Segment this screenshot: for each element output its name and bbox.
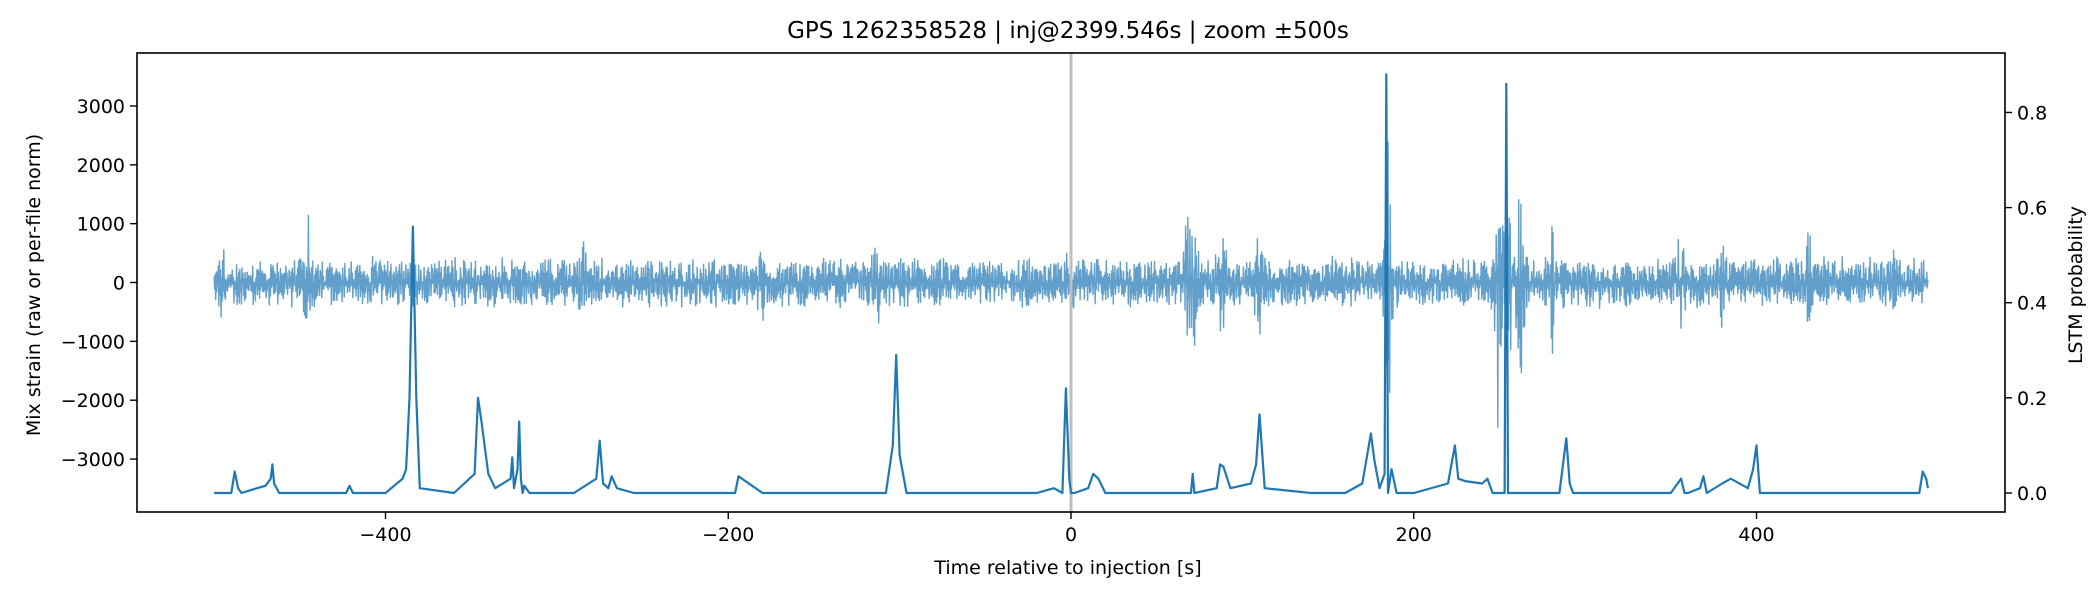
x-tick-label: −400 <box>359 524 411 546</box>
left-y-axis-label: Mix strain (raw or per-file norm) <box>23 134 45 436</box>
left-y-axis: −3000 −2000 −1000 0 1000 2000 3000 <box>61 96 137 471</box>
right-y-tick-label: 0.6 <box>2017 198 2047 220</box>
right-y-tick-label: 0.0 <box>2017 483 2047 505</box>
left-y-tick-label: 0 <box>113 273 125 295</box>
right-y-axis: 0.0 0.2 0.4 0.6 0.8 <box>2005 102 2047 505</box>
right-y-tick-label: 0.4 <box>2017 293 2047 315</box>
right-y-axis-label: LSTM probability <box>2065 206 2087 364</box>
lstm-probability-line <box>214 73 1929 495</box>
lstm-probability-series <box>214 73 1929 495</box>
x-tick-label: 400 <box>1738 524 1774 546</box>
x-tick-label: −200 <box>702 524 754 546</box>
left-y-tick-label: 3000 <box>77 96 125 118</box>
left-y-tick-label: −2000 <box>61 390 125 412</box>
chart-title: GPS 1262358528 | inj@2399.546s | zoom ±5… <box>787 18 1349 44</box>
x-tick-label: 0 <box>1065 524 1077 546</box>
x-axis: −400 −200 0 200 400 <box>359 512 1775 546</box>
x-tick-label: 200 <box>1396 524 1432 546</box>
left-y-tick-label: 2000 <box>77 155 125 177</box>
left-y-tick-label: 1000 <box>77 214 125 236</box>
left-y-tick-label: −1000 <box>61 331 125 353</box>
plot-area <box>213 53 1929 512</box>
right-y-tick-label: 0.2 <box>2017 388 2047 410</box>
right-y-tick-label: 0.8 <box>2017 102 2047 124</box>
x-axis-label: Time relative to injection [s] <box>933 557 1201 579</box>
left-y-tick-label: −3000 <box>61 449 125 471</box>
